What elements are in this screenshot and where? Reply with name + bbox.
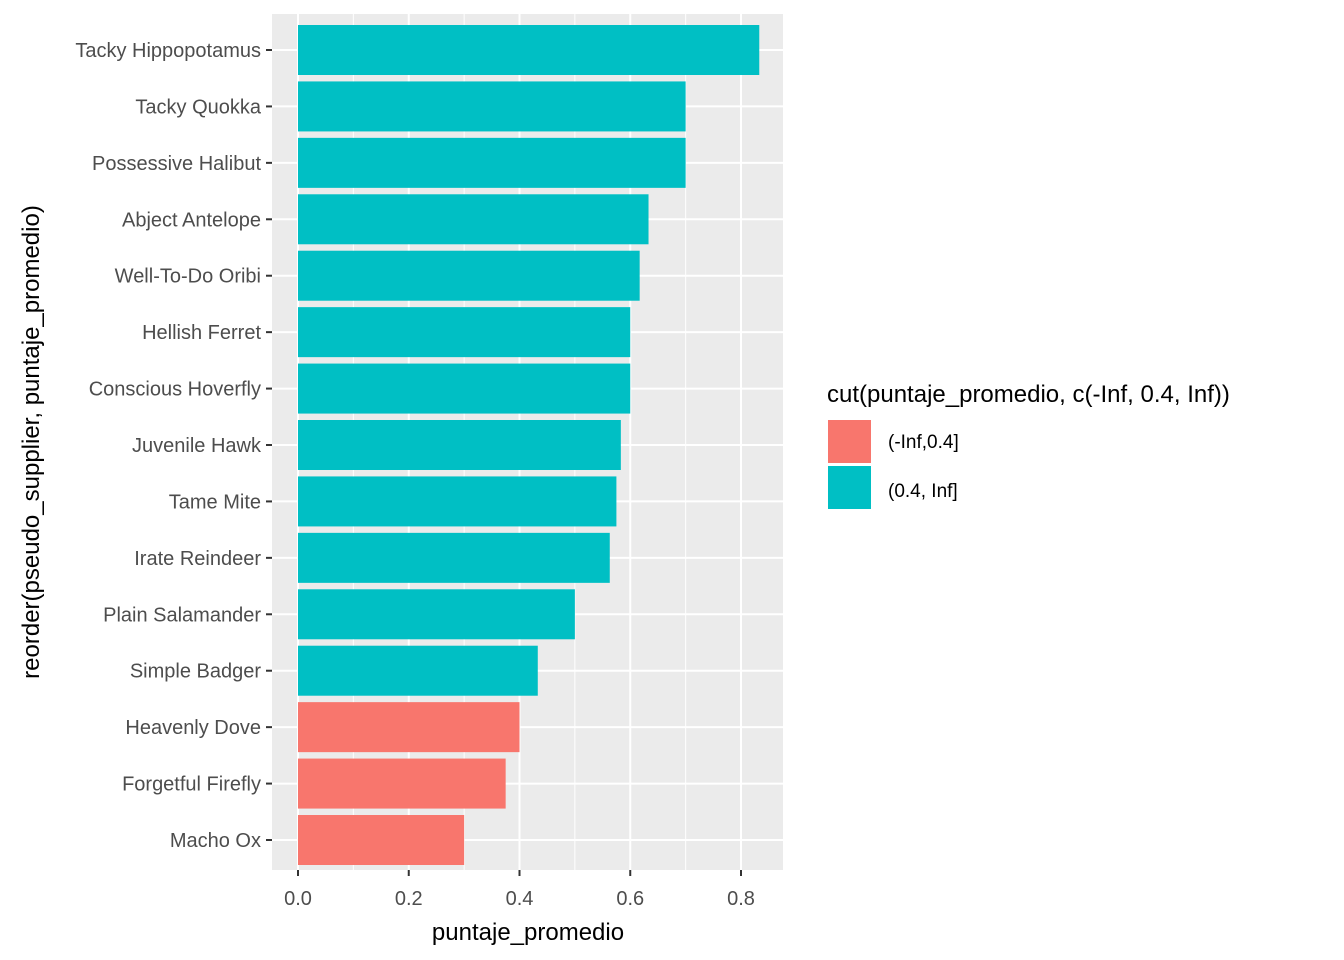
bar [298, 645, 538, 696]
y-axis-title: reorder(pseudo_supplier, puntaje_promedi… [18, 205, 45, 679]
bars [298, 25, 760, 865]
bar [298, 194, 649, 245]
legend-entry-high: (0.4, Inf] [828, 466, 958, 509]
y-tick-label: Conscious Hoverfly [89, 379, 261, 401]
bar [298, 476, 617, 527]
x-tick-label: 0.0 [284, 888, 312, 910]
bar [298, 250, 640, 301]
legend: cut(puntaje_promedio, c(-Inf, 0.4, Inf))… [827, 381, 1230, 509]
legend-label-high: (0.4, Inf] [888, 481, 958, 502]
y-tick-label: Plain Salamander [103, 604, 261, 626]
y-tick-label: Possessive Halibut [92, 153, 261, 175]
legend-key-low [828, 420, 871, 463]
y-tick-label: Irate Reindeer [134, 548, 261, 570]
bar [298, 137, 686, 188]
x-tick-label: 0.4 [506, 888, 534, 910]
legend-key-high [828, 466, 871, 509]
legend-entry-low: (-Inf,0.4] [828, 420, 959, 463]
y-tick-label: Heavenly Dove [125, 717, 261, 739]
y-tick-label: Abject Antelope [122, 209, 261, 231]
x-tick-label: 0.8 [727, 888, 755, 910]
bar [298, 420, 621, 470]
bar [298, 702, 520, 753]
y-tick-label: Simple Badger [130, 661, 262, 683]
x-tick-label: 0.2 [395, 888, 423, 910]
bar [298, 307, 631, 358]
bar [298, 25, 760, 75]
y-tick-label: Tame Mite [169, 491, 261, 513]
bar [298, 363, 631, 414]
bar [298, 589, 575, 640]
y-tick-label: Hellish Ferret [142, 322, 261, 344]
y-axis: Tacky Hippopotamus Tacky Quokka Possessive… [75, 40, 272, 852]
x-axis: 0.0 0.2 0.4 0.6 0.8 [284, 870, 755, 910]
y-tick-label: Well-To-Do Oribi [115, 266, 261, 288]
y-tick-label: Juvenile Hawk [132, 435, 262, 457]
bar [298, 758, 506, 809]
legend-label-low: (-Inf,0.4] [888, 432, 959, 453]
y-tick-label: Tacky Hippopotamus [75, 40, 261, 62]
bar [298, 815, 465, 865]
y-tick-label: Tacky Quokka [135, 96, 261, 118]
bar [298, 532, 610, 583]
bar [298, 81, 686, 132]
legend-title: cut(puntaje_promedio, c(-Inf, 0.4, Inf)) [827, 381, 1230, 408]
y-tick-label: Macho Ox [170, 830, 261, 852]
x-axis-title: puntaje_promedio [432, 919, 624, 946]
x-tick-label: 0.6 [616, 888, 644, 910]
y-tick-label: Forgetful Firefly [122, 774, 261, 796]
